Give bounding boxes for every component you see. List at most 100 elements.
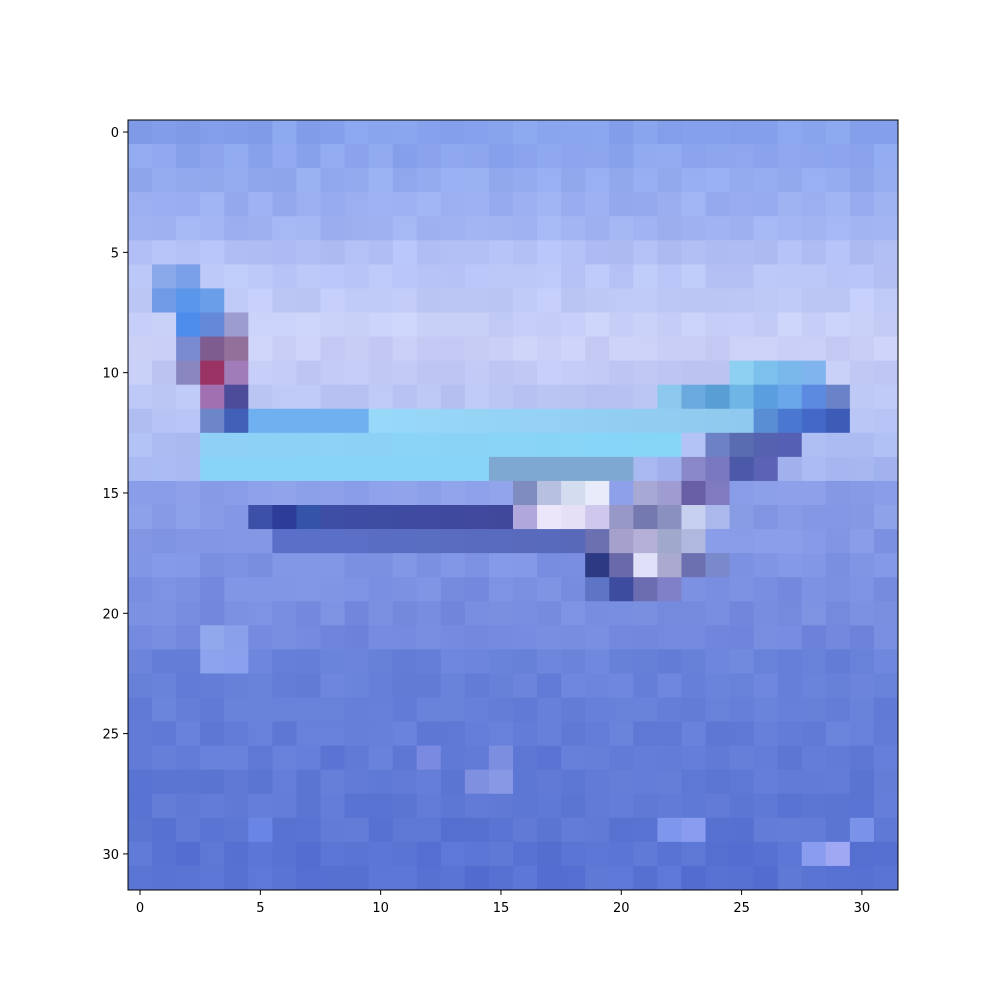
image-pixel: [609, 697, 634, 723]
image-pixel: [128, 673, 153, 699]
image-pixel: [128, 216, 153, 241]
image-pixel: [296, 216, 322, 241]
image-pixel: [224, 577, 249, 602]
image-pixel: [825, 288, 851, 314]
image-pixel: [368, 384, 394, 410]
image-pixel: [873, 216, 898, 241]
image-pixel: [633, 480, 658, 506]
image-pixel: [440, 721, 466, 747]
image-pixel: [585, 841, 610, 867]
image-pixel: [705, 120, 731, 145]
image-pixel: [296, 480, 322, 506]
image-pixel: [248, 529, 273, 554]
image-pixel: [705, 721, 731, 747]
image-pixel: [440, 312, 466, 338]
image-pixel: [873, 841, 898, 867]
image-pixel: [152, 312, 177, 338]
image-pixel: [513, 408, 538, 434]
image-pixel: [681, 529, 707, 554]
image-pixel: [657, 240, 683, 265]
image-pixel: [561, 529, 586, 554]
image-pixel: [777, 817, 803, 843]
image-pixel: [849, 649, 875, 675]
image-pixel: [801, 865, 827, 890]
image-pixel: [825, 312, 851, 338]
image-pixel: [200, 649, 225, 675]
image-pixel: [464, 360, 490, 386]
image-pixel: [488, 529, 514, 554]
image-pixel: [176, 288, 201, 314]
image-pixel: [416, 577, 442, 602]
image-pixel: [753, 865, 779, 890]
image-pixel: [272, 625, 298, 650]
image-pixel: [464, 649, 490, 675]
image-pixel: [825, 192, 851, 217]
image-pixel: [128, 553, 153, 578]
image-pixel: [681, 601, 707, 626]
image-pixel: [849, 384, 875, 410]
image-pixel: [873, 697, 898, 723]
image-pixel: [488, 601, 514, 626]
image-pixel: [561, 553, 586, 578]
image-pixel: [368, 192, 394, 217]
image-pixel: [152, 168, 177, 193]
plot-frame: [127, 119, 899, 891]
image-pixel: [176, 793, 201, 819]
image-pixel: [224, 817, 249, 843]
x-axis: 0 5 10 15 20 25 30: [136, 890, 870, 916]
image-pixel: [705, 312, 731, 338]
image-pixel: [176, 144, 201, 169]
image-pixel: [176, 240, 201, 265]
image-pixel: [344, 384, 370, 410]
image-pixel: [705, 601, 731, 626]
image-pixel: [825, 697, 851, 723]
image-pixel: [681, 312, 707, 338]
image-pixel: [152, 721, 177, 747]
image-pixel: [200, 240, 225, 265]
image-pixel: [128, 432, 153, 458]
image-pixel: [633, 240, 658, 265]
image-pixel: [633, 384, 658, 410]
image-pixel: [513, 144, 538, 169]
image-pixel: [633, 817, 658, 843]
image-pixel: [200, 601, 225, 626]
image-pixel: [681, 841, 707, 867]
image-pixel: [825, 505, 851, 530]
x-tick-label: 30: [854, 901, 871, 916]
image-pixel: [392, 505, 418, 530]
image-pixel: [224, 336, 249, 362]
image-pixel: [272, 120, 298, 145]
image-pixel: [224, 312, 249, 338]
image-pixel: [248, 456, 273, 482]
image-pixel: [561, 601, 586, 626]
image-pixel: [440, 529, 466, 554]
image-pixel: [681, 697, 707, 723]
image-pixel: [248, 673, 273, 699]
image-pixel: [825, 841, 851, 867]
image-pixel: [801, 793, 827, 819]
image-pixel: [681, 336, 707, 362]
image-pixel: [729, 264, 755, 290]
image-pixel: [561, 456, 586, 482]
image-pixel: [657, 841, 683, 867]
image-pixel: [224, 841, 249, 867]
image-pixel: [344, 120, 370, 145]
image-pixel: [513, 745, 538, 771]
image-pixel: [416, 553, 442, 578]
image-pixel: [513, 769, 538, 795]
image-pixel: [272, 529, 298, 554]
image-pixel: [272, 721, 298, 747]
image-pixel: [248, 625, 273, 650]
image-pixel: [705, 553, 731, 578]
image-pixel: [561, 360, 586, 386]
image-pixel: [801, 288, 827, 314]
image-pixel: [488, 312, 514, 338]
image-pixel: [368, 865, 394, 890]
image-pixel: [128, 793, 153, 819]
image-pixel: [849, 120, 875, 145]
image-pixel: [200, 697, 225, 723]
image-pixel: [561, 625, 586, 650]
image-pixel: [657, 120, 683, 145]
image-pixel: [705, 625, 731, 650]
image-pixel: [729, 384, 755, 410]
